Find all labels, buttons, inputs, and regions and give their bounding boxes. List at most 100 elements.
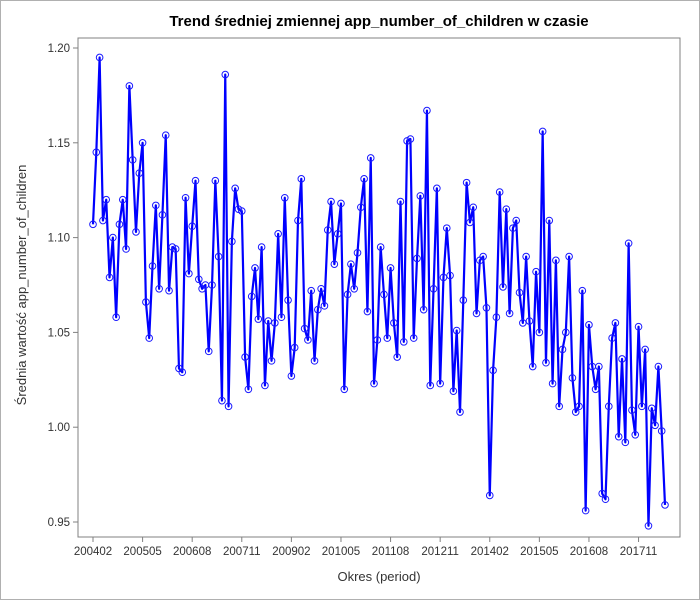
data-point: [112, 313, 120, 322]
data-point: [254, 315, 263, 323]
y-tick-label: 1.10: [48, 233, 70, 245]
data-point: [290, 343, 299, 352]
data-point: [601, 495, 610, 504]
data-point: [390, 319, 398, 327]
data-point: [568, 374, 577, 382]
data-point: [307, 286, 316, 295]
data-point: [122, 245, 130, 253]
data-point: [218, 396, 226, 405]
data-point: [399, 338, 408, 346]
data-point: [347, 260, 355, 268]
data-point: [528, 362, 537, 371]
data-point: [608, 334, 616, 342]
data-point: [274, 230, 282, 238]
data-point: [406, 135, 415, 143]
data-point: [522, 252, 530, 261]
y-tick-label: 1.20: [48, 43, 70, 55]
data-point: [433, 184, 441, 193]
data-point: [333, 230, 342, 238]
data-point: [214, 252, 223, 261]
data-point: [621, 438, 630, 447]
data-point: [323, 226, 332, 234]
data-point: [181, 193, 190, 202]
data-point: [221, 70, 230, 79]
data-point: [485, 491, 494, 500]
plot-frame: [77, 37, 681, 538]
data-point: [99, 216, 107, 225]
data-point: [386, 264, 395, 272]
data-point: [509, 224, 517, 232]
x-tick-label: 201711: [620, 546, 658, 558]
data-point: [310, 357, 319, 365]
data-point: [456, 408, 464, 416]
data-point: [158, 211, 167, 219]
data-point: [224, 402, 233, 411]
data-point: [558, 345, 567, 354]
data-point: [191, 176, 200, 185]
data-point: [585, 321, 593, 329]
data-point: [237, 207, 246, 215]
data-point: [92, 148, 101, 157]
data-point: [449, 387, 458, 395]
data-point: [95, 53, 104, 62]
data-point: [628, 406, 636, 414]
data-point: [171, 245, 180, 253]
data-point: [571, 408, 580, 416]
data-point: [267, 357, 276, 365]
data-point: [393, 353, 401, 361]
data-point: [138, 139, 147, 147]
data-point: [413, 254, 421, 263]
data-point: [604, 402, 613, 411]
x-tick-label: 201608: [570, 546, 608, 558]
data-point: [271, 319, 279, 327]
x-tick-label: 200402: [74, 546, 112, 558]
data-point: [142, 298, 150, 306]
data-point: [542, 358, 550, 367]
data-point: [257, 243, 266, 251]
data-point: [472, 309, 481, 318]
data-point: [647, 404, 656, 413]
data-point: [651, 421, 659, 430]
plot-area: 0.95 1.00 1.05 1.10 1.15 1.20 200402 200505 2006…: [48, 37, 681, 558]
data-point: [462, 178, 471, 187]
data-point: [482, 303, 491, 312]
x-axis-label: Okres (period): [337, 569, 420, 584]
data-point: [380, 290, 388, 299]
x-tick-label: 201108: [372, 546, 410, 558]
data-point: [611, 319, 620, 327]
data-point: [152, 201, 160, 210]
data-point: [598, 489, 606, 498]
data-point: [125, 82, 134, 90]
data-point: [300, 324, 309, 333]
data-point: [357, 203, 365, 212]
data-point: [277, 313, 286, 322]
data-point: [241, 353, 249, 361]
data-point: [360, 175, 368, 183]
data-point: [535, 328, 544, 337]
data-point: [416, 192, 425, 200]
data-point: [591, 385, 600, 394]
data-point: [105, 273, 114, 282]
data-point: [109, 233, 117, 242]
data-point: [363, 307, 372, 316]
chart-title: Trend średniej zmiennej app_number_of_ch…: [169, 13, 588, 30]
data-point: [519, 319, 527, 327]
data-point: [512, 216, 521, 225]
data-point: [525, 317, 534, 325]
y-axis-label: Średnia wartość app_number_of_children: [14, 165, 29, 406]
data-point: [244, 385, 253, 394]
data-point: [641, 345, 649, 354]
data-point: [261, 381, 269, 390]
data-point: [340, 385, 349, 394]
x-tick-label: 200505: [123, 546, 161, 558]
data-point: [654, 362, 663, 371]
data-point: [204, 347, 213, 356]
data-point: [314, 305, 322, 314]
data-point: [442, 224, 451, 232]
data-point: [317, 284, 325, 293]
data-point: [89, 220, 97, 229]
data-point: [469, 203, 478, 212]
data-point: [383, 334, 392, 342]
y-tick-label: 1.00: [48, 422, 70, 434]
y-tick-label: 1.15: [48, 138, 70, 150]
